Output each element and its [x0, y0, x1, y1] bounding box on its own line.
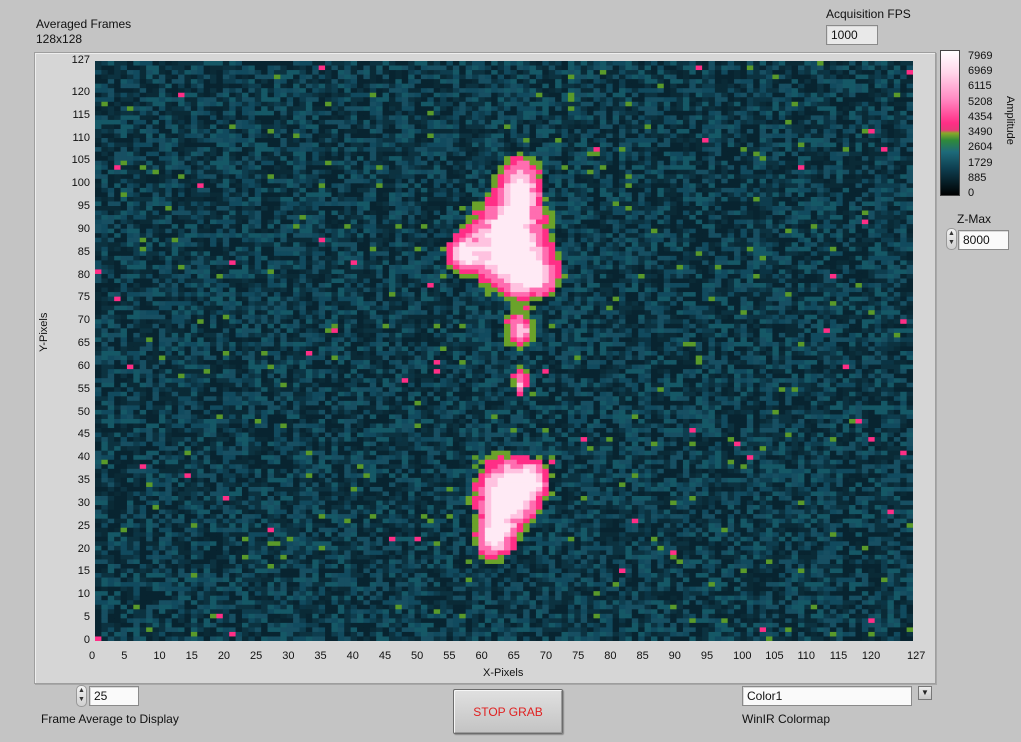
y-tick-label: 75 — [77, 291, 90, 304]
y-tick-label: 95 — [77, 200, 90, 213]
x-tick-label: 40 — [346, 650, 359, 662]
y-tick-label: 80 — [77, 268, 90, 281]
y-tick-label: 55 — [77, 382, 90, 395]
y-tick-label: 100 — [71, 177, 90, 190]
y-tick-label: 35 — [77, 474, 90, 487]
colorbar-tick-label: 1729 — [968, 156, 993, 169]
y-tick-label: 90 — [77, 222, 90, 235]
y-tick-label: 50 — [77, 405, 90, 418]
colorbar-tick-label: 7969 — [968, 50, 993, 62]
x-tick-label: 110 — [797, 650, 816, 662]
y-tick-label: 60 — [77, 359, 90, 372]
frame-average-spinner[interactable]: ▲ ▼ — [76, 685, 87, 707]
y-tick-label: 110 — [72, 131, 90, 144]
y-tick-label: 0 — [83, 634, 90, 646]
y-tick-label: 40 — [77, 451, 90, 464]
y-tick-label: 25 — [77, 519, 90, 532]
x-axis-label: X-Pixels — [483, 667, 524, 679]
x-tick-label: 65 — [507, 650, 520, 662]
x-tick-label: 50 — [411, 650, 424, 662]
colorbar-tick-label: 2604 — [968, 141, 993, 154]
x-tick-label: 70 — [539, 650, 553, 662]
amplitude-colorbar[interactable] — [940, 50, 960, 196]
x-tick-label: 60 — [475, 650, 488, 662]
y-tick-label: 85 — [77, 245, 90, 258]
graph-subtitle: 128x128 — [36, 32, 83, 46]
y-tick-label: 127 — [71, 54, 90, 66]
zmax-spinner[interactable]: ▲ ▼ — [946, 228, 957, 250]
acquisition-fps-indicator: 1000 — [826, 25, 878, 45]
y-tick-label: 30 — [77, 496, 90, 509]
y-tick-label: 15 — [77, 565, 90, 578]
y-tick-label: 10 — [77, 588, 90, 601]
x-tick-label: 10 — [153, 650, 166, 662]
graph-title: Averaged Frames — [36, 17, 132, 31]
intensity-plot[interactable] — [95, 61, 913, 641]
y-tick-label: 70 — [77, 314, 90, 327]
colorbar-tick-label: 3490 — [968, 126, 993, 139]
x-tick-label: 115 — [829, 650, 848, 662]
frame-average-input[interactable]: 25 — [89, 686, 139, 706]
triangle-down-icon[interactable]: ▼ — [78, 696, 85, 703]
colormap-label: WinIR Colormap — [742, 712, 831, 726]
x-tick-label: 95 — [700, 650, 714, 662]
stop-grab-button[interactable]: STOP GRAB — [453, 689, 563, 734]
x-tick-label: 80 — [604, 650, 617, 662]
x-tick-label: 105 — [765, 650, 784, 662]
x-tick-label: 35 — [314, 650, 327, 662]
colorbar-tick-label: 5208 — [968, 95, 993, 108]
triangle-down-icon[interactable]: ▼ — [948, 239, 955, 246]
colormap-select[interactable]: Color1 — [742, 686, 912, 706]
x-tick-label: 85 — [636, 650, 649, 662]
x-tick-label: 127 — [907, 650, 926, 662]
x-tick-label: 30 — [282, 650, 295, 662]
x-tick-label: 120 — [861, 650, 881, 662]
zmax-label: Z-Max — [957, 212, 991, 226]
y-tick-label: 105 — [71, 154, 90, 167]
stop-grab-label: STOP GRAB — [473, 704, 543, 719]
x-tick-label: 15 — [185, 650, 198, 662]
y-tick-label: 20 — [77, 542, 90, 555]
y-tick-label: 115 — [72, 108, 90, 121]
frame-average-label: Frame Average to Display — [41, 712, 179, 726]
colorbar-tick-label: 6115 — [968, 80, 992, 93]
colorbar-tick-label: 4354 — [968, 110, 993, 123]
x-tick-label: 90 — [668, 650, 681, 662]
colorbar-label: Amplitude — [1004, 96, 1016, 145]
x-tick-label: 75 — [572, 650, 585, 662]
colorbar-tick-label: 0 — [968, 187, 975, 199]
x-tick-label: 0 — [89, 650, 96, 662]
acquisition-fps-label: Acquisition FPS — [826, 7, 911, 21]
triangle-up-icon[interactable]: ▲ — [948, 230, 955, 237]
x-tick-label: 5 — [121, 650, 128, 662]
x-tick-label: 45 — [378, 650, 392, 662]
colorbar-tick-label: 885 — [968, 171, 987, 184]
colorbar-tick-label: 6969 — [968, 65, 993, 78]
y-tick-label: 45 — [77, 428, 90, 441]
x-tick-label: 55 — [443, 650, 456, 662]
y-tick-label: 5 — [83, 611, 90, 624]
dropdown-arrow-icon[interactable]: ▼ — [918, 686, 932, 700]
x-tick-label: 25 — [250, 650, 263, 662]
x-tick-label: 100 — [733, 650, 752, 662]
x-tick-label: 20 — [217, 650, 231, 662]
y-tick-label: 120 — [71, 85, 90, 98]
zmax-input[interactable]: 8000 — [958, 230, 1009, 250]
y-axis-label: Y-Pixels — [38, 312, 50, 352]
triangle-up-icon[interactable]: ▲ — [78, 687, 85, 694]
y-tick-label: 65 — [77, 337, 90, 350]
